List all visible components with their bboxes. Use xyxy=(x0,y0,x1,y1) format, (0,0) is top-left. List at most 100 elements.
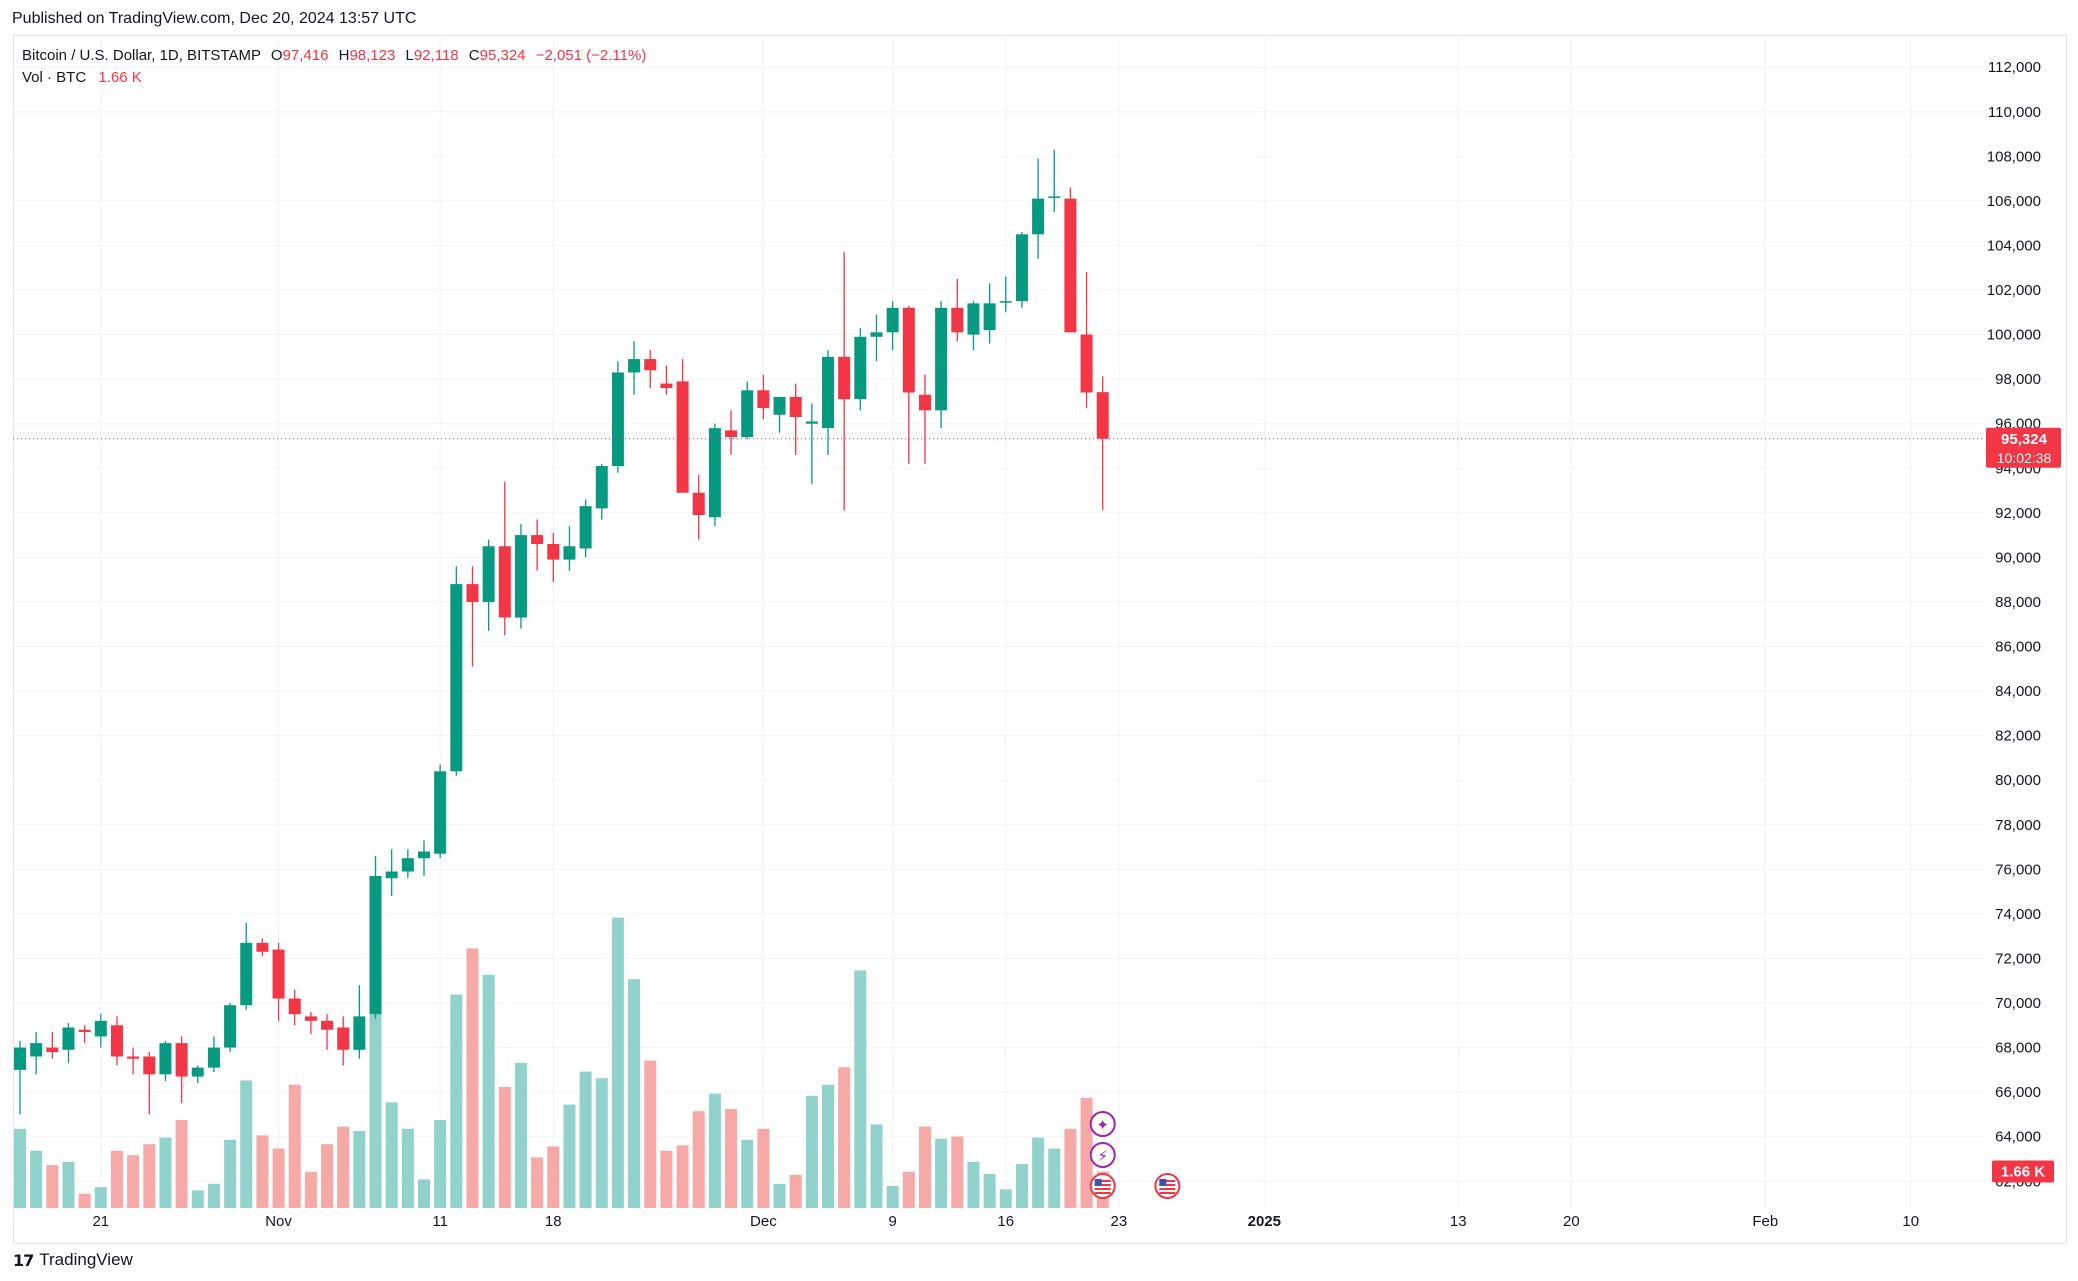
volume-bar xyxy=(191,1190,204,1208)
candle-body xyxy=(110,1025,123,1057)
volume-bar xyxy=(854,970,867,1208)
candle-body xyxy=(434,771,447,854)
x-tick-label: Nov xyxy=(265,1213,292,1230)
volume-layer xyxy=(14,917,1109,1208)
y-tick-label: 112,000 xyxy=(1988,59,2041,76)
candle-body xyxy=(498,546,511,618)
candle-body xyxy=(224,1005,237,1048)
candle-body xyxy=(337,1027,350,1050)
symbol-description[interactable]: Bitcoin / U.S. Dollar, 1D, BITSTAMP xyxy=(22,47,261,64)
volume-bar xyxy=(175,1120,188,1208)
candle-body xyxy=(838,356,851,400)
volume-bar xyxy=(256,1135,269,1208)
volume-bar xyxy=(143,1144,156,1208)
brand-name: TradingView xyxy=(39,1250,133,1269)
x-tick-label: Feb xyxy=(1752,1213,1778,1230)
x-tick-label: 16 xyxy=(997,1213,1014,1230)
volume-label[interactable]: Vol · BTC xyxy=(22,69,87,86)
tradingview-logo-icon: 17 xyxy=(13,1250,34,1270)
candle-body xyxy=(547,544,560,560)
candle-body xyxy=(514,535,527,618)
candle-body xyxy=(482,546,495,602)
volume-bar xyxy=(822,1084,834,1208)
candle-body xyxy=(1064,198,1077,333)
volume-bar xyxy=(676,1145,689,1208)
candle-body xyxy=(822,356,834,429)
us-flag-icon[interactable] xyxy=(1154,1173,1181,1199)
candle-body xyxy=(531,535,544,545)
y-tick-label: 82,000 xyxy=(1995,728,2041,745)
volume-bar xyxy=(967,1161,980,1208)
volume-bar xyxy=(902,1171,915,1208)
volume-bar xyxy=(757,1128,770,1208)
volume-bar xyxy=(999,1189,1012,1208)
candle-body xyxy=(967,303,980,335)
volume-bar xyxy=(805,1095,818,1208)
y-tick-label: 80,000 xyxy=(1995,772,2041,789)
candle-body xyxy=(288,998,301,1015)
candle-body xyxy=(773,396,786,415)
candle-body xyxy=(191,1067,204,1077)
volume-bar xyxy=(1015,1164,1028,1208)
volume-bar xyxy=(304,1171,317,1208)
y-tick-label: 70,000 xyxy=(1995,995,2041,1012)
candle-body xyxy=(692,492,705,516)
lightning-icon[interactable]: ⚡ xyxy=(1089,1142,1116,1168)
close-value: 95,324 xyxy=(479,47,526,64)
candle-body xyxy=(595,466,608,509)
candle-body xyxy=(563,546,576,560)
volume-bar xyxy=(1048,1148,1061,1208)
y-tick-label: 86,000 xyxy=(1995,639,2041,656)
volume-bar xyxy=(983,1173,996,1208)
volume-bar xyxy=(207,1183,220,1208)
volume-bar xyxy=(628,979,641,1208)
volume-bar xyxy=(78,1193,91,1208)
candle-body xyxy=(611,372,624,467)
volume-bar xyxy=(531,1157,544,1208)
published-info: Published on TradingView.com, Dec 20, 20… xyxy=(12,10,417,27)
candle-body xyxy=(78,1029,91,1032)
us-flag-icon[interactable] xyxy=(1089,1173,1116,1199)
candle-body xyxy=(14,1047,26,1070)
candle-body xyxy=(143,1056,156,1075)
candle-body xyxy=(1096,392,1109,439)
x-tick-label: 18 xyxy=(545,1213,562,1230)
volume-bar xyxy=(789,1175,802,1208)
volume-bar xyxy=(644,1060,657,1208)
change-value: −2,051 (−2.11%) xyxy=(535,47,647,64)
candle-body xyxy=(304,1016,317,1021)
candle-body xyxy=(579,506,592,549)
chart-legend: Bitcoin / U.S. Dollar, 1D, BITSTAMP O97,… xyxy=(22,45,646,89)
y-tick-label: 78,000 xyxy=(1995,817,2041,834)
candle-body xyxy=(999,301,1012,303)
volume-bar xyxy=(272,1148,285,1208)
volume-bar xyxy=(692,1111,705,1208)
volume-bar xyxy=(708,1093,721,1208)
candle-body xyxy=(676,381,689,493)
candle-body xyxy=(708,428,721,518)
star-icon[interactable]: ✦ xyxy=(1089,1111,1116,1137)
y-tick-label: 90,000 xyxy=(1995,549,2041,566)
candle-body xyxy=(1032,198,1045,235)
volume-bar xyxy=(337,1126,350,1208)
candle-body xyxy=(725,430,738,438)
candle-body xyxy=(240,942,253,1006)
volume-bar xyxy=(951,1136,964,1208)
volume-bar xyxy=(1032,1137,1045,1208)
x-tick-label: 13 xyxy=(1450,1213,1467,1230)
candle-body xyxy=(628,359,641,373)
candle-body xyxy=(369,876,382,1015)
tradingview-brand[interactable]: 17 TradingView xyxy=(13,1250,133,1270)
high-value: 98,123 xyxy=(349,47,396,64)
candle-body xyxy=(1048,196,1061,198)
volume-bar xyxy=(385,1102,398,1208)
last-price-text: 95,324 xyxy=(2001,431,2048,448)
candle-body xyxy=(30,1043,43,1057)
countdown-text: 10:02:38 xyxy=(1997,450,2052,466)
volume-bar xyxy=(14,1128,26,1208)
candle-body xyxy=(644,359,657,371)
volume-bar xyxy=(579,1071,592,1208)
y-tick-label: 108,000 xyxy=(1987,148,2041,165)
candle-body xyxy=(256,942,269,952)
